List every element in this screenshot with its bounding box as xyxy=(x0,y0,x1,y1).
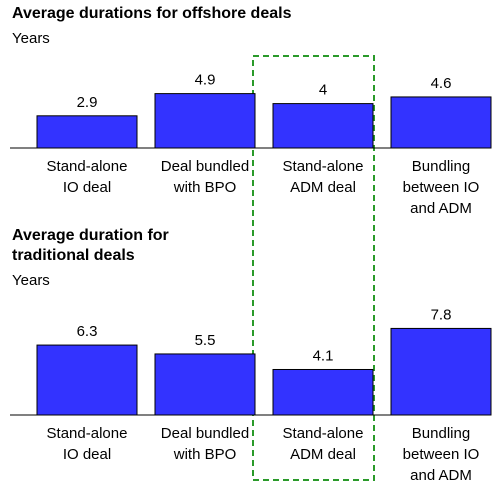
x-tick-label: ADM deal xyxy=(290,446,356,463)
bar xyxy=(272,368,374,416)
chart-title: Average duration for xyxy=(12,227,169,244)
bar xyxy=(36,115,138,149)
x-tick-label: between IO xyxy=(403,446,480,463)
bar xyxy=(390,327,492,416)
chart-title: traditional deals xyxy=(12,247,135,264)
value-label: 4.1 xyxy=(313,347,334,364)
highlight-box xyxy=(252,55,375,481)
x-tick-label: and ADM xyxy=(410,200,472,217)
bar xyxy=(36,344,138,416)
bar xyxy=(154,353,256,416)
x-tick-label: between IO xyxy=(403,179,480,196)
bar xyxy=(272,103,374,149)
value-label: 7.8 xyxy=(431,306,452,323)
x-tick-label: IO deal xyxy=(63,446,111,463)
x-tick-label: with BPO xyxy=(173,179,237,196)
x-tick-label: Stand-alone xyxy=(47,158,128,175)
value-label: 6.3 xyxy=(77,323,98,340)
x-tick-label: Stand-alone xyxy=(283,425,364,442)
x-tick-label: Stand-alone xyxy=(47,425,128,442)
x-tick-label: Stand-alone xyxy=(283,158,364,175)
x-tick-label: ADM deal xyxy=(290,179,356,196)
x-tick-label: Bundling xyxy=(412,425,470,442)
x-tick-label: with BPO xyxy=(173,446,237,463)
value-label: 4.6 xyxy=(431,75,452,92)
bar xyxy=(390,96,492,149)
value-label: 4 xyxy=(319,82,327,99)
value-label: 2.9 xyxy=(77,94,98,111)
x-tick-label: Deal bundled xyxy=(161,425,249,442)
value-label: 5.5 xyxy=(195,332,216,349)
x-tick-label: Deal bundled xyxy=(161,158,249,175)
x-tick-label: Bundling xyxy=(412,158,470,175)
chart-subtitle: Years xyxy=(12,272,50,289)
chart-title: Average durations for offshore deals xyxy=(12,5,292,22)
chart-subtitle: Years xyxy=(12,30,50,47)
x-tick-label: IO deal xyxy=(63,179,111,196)
value-label: 4.9 xyxy=(195,72,216,89)
bar xyxy=(154,93,256,149)
x-tick-label: and ADM xyxy=(410,467,472,484)
